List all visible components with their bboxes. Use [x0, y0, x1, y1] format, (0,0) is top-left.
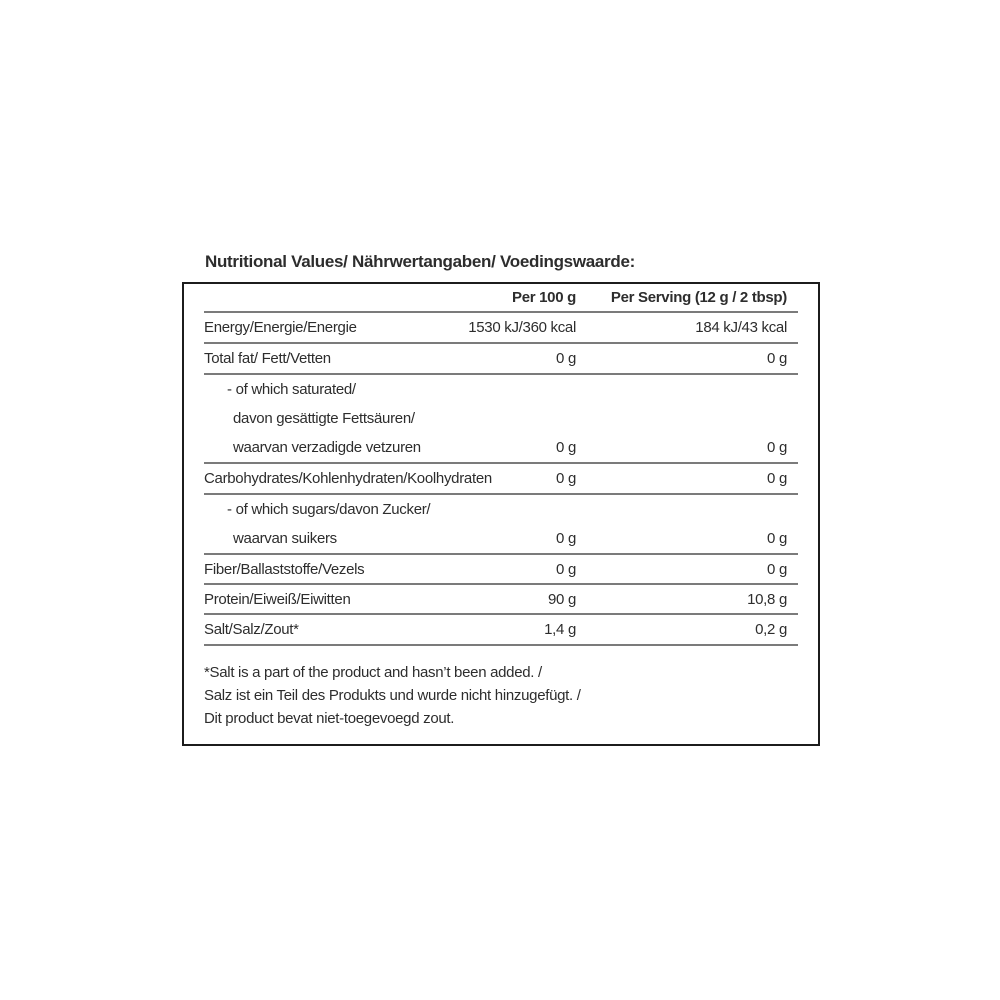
- divider: [204, 583, 798, 585]
- value-per-100g: 0 g: [556, 350, 576, 367]
- value-per-100g: 1530 kJ/360 kcal: [468, 319, 576, 336]
- divider: [204, 342, 798, 344]
- table-row-protein: Protein/Eiweiß/Eiwitten 90 g 10,8 g: [204, 585, 798, 613]
- divider: [204, 311, 798, 313]
- value-per-100g: 1,4 g: [544, 621, 576, 638]
- divider: [204, 613, 798, 615]
- value-per-serving: 0 g: [767, 530, 787, 547]
- value-per-serving: 0 g: [767, 439, 787, 456]
- value-per-100g: 0 g: [556, 439, 576, 456]
- row-label-line: davon gesättigte Fettsäuren/: [233, 410, 415, 427]
- page-title: Nutritional Values/ Nährwertangaben/ Voe…: [205, 252, 635, 271]
- value-per-100g: 0 g: [556, 470, 576, 487]
- table-row-saturated-fat: - of which saturated/ davon gesättigte F…: [204, 375, 798, 462]
- column-header-per-serving: Per Serving (12 g / 2 tbsp): [610, 289, 787, 306]
- table-row-carbohydrates: Carbohydrates/Kohlenhydraten/Koolhydrate…: [204, 464, 798, 493]
- value-per-serving: 0 g: [767, 350, 787, 367]
- nutrition-label: Nutritional Values/ Nährwertangaben/ Voe…: [182, 252, 820, 746]
- footnote-line: Dit product bevat niet-toegevoegd zout.: [204, 710, 455, 727]
- value-per-serving: 184 kJ/43 kcal: [695, 319, 787, 336]
- value-per-serving: 0 g: [767, 470, 787, 487]
- table-row-sugars: - of which sugars/davon Zucker/ waarvan …: [204, 495, 798, 553]
- divider: [204, 493, 798, 495]
- value-per-serving: 10,8 g: [747, 590, 787, 608]
- footnote-line: *Salt is a part of the product and hasn’…: [204, 664, 542, 681]
- value-per-serving: 0,2 g: [755, 621, 787, 638]
- row-label: Total fat/ Fett/Vetten: [204, 350, 331, 367]
- row-label-line: - of which sugars/davon Zucker/: [227, 501, 431, 518]
- nutrition-table: Per 100 g Per Serving (12 g / 2 tbsp) En…: [182, 282, 820, 746]
- value-per-serving: 0 g: [767, 560, 787, 578]
- table-row-salt: Salt/Salz/Zout* 1,4 g 0,2 g: [204, 615, 798, 644]
- value-per-100g: 0 g: [556, 560, 576, 578]
- column-header-per-100g: Per 100 g: [511, 289, 576, 306]
- row-label: Carbohydrates/Kohlenhydraten/Koolhydrate…: [204, 470, 492, 487]
- value-per-100g: 90 g: [548, 590, 576, 608]
- divider: [204, 644, 798, 646]
- table-row-fiber: Fiber/Ballaststoffe/Vezels 0 g 0 g: [204, 555, 798, 583]
- row-label-line: - of which saturated/: [227, 381, 356, 398]
- row-label: Salt/Salz/Zout*: [204, 621, 299, 638]
- divider: [204, 462, 798, 464]
- row-label-line: waarvan verzadigde vetzuren: [233, 439, 421, 456]
- salt-footnote: *Salt is a part of the product and hasn’…: [204, 646, 798, 744]
- divider: [204, 553, 798, 555]
- table-row-total-fat: Total fat/ Fett/Vetten 0 g 0 g: [204, 344, 798, 373]
- footnote-line: Salz ist ein Teil des Produkts und wurde…: [204, 687, 581, 704]
- row-label: Energy/Energie/Energie: [204, 319, 357, 336]
- table-header-row: Per 100 g Per Serving (12 g / 2 tbsp): [204, 284, 798, 311]
- row-label: Protein/Eiweiß/Eiwitten: [204, 590, 351, 608]
- divider: [204, 373, 798, 375]
- row-label-line: waarvan suikers: [233, 530, 337, 547]
- row-label: Fiber/Ballaststoffe/Vezels: [204, 560, 365, 578]
- value-per-100g: 0 g: [556, 530, 576, 547]
- table-row-energy: Energy/Energie/Energie 1530 kJ/360 kcal …: [204, 313, 798, 342]
